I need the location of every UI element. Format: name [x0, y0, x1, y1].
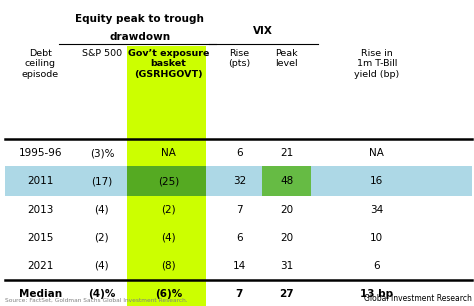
Text: 1995-96: 1995-96	[18, 148, 62, 158]
Text: 2021: 2021	[27, 261, 54, 271]
Text: Global Investment Research: Global Investment Research	[364, 294, 472, 303]
Text: (3)%: (3)%	[90, 148, 114, 158]
Bar	[5, 166, 472, 196]
Text: Debt
ceiling
episode: Debt ceiling episode	[22, 49, 59, 79]
Text: drawdown: drawdown	[109, 32, 170, 42]
Text: (8): (8)	[161, 261, 175, 271]
Bar	[127, 166, 206, 196]
Text: 14: 14	[233, 261, 246, 271]
Bar	[127, 46, 206, 306]
Text: (17): (17)	[91, 177, 112, 186]
Text: (25): (25)	[158, 177, 179, 186]
Text: 31: 31	[280, 261, 293, 271]
Text: 20: 20	[280, 205, 293, 215]
Text: VIX: VIX	[253, 26, 273, 36]
Bar	[262, 166, 311, 196]
Text: 10: 10	[370, 233, 383, 243]
Text: NA: NA	[161, 148, 176, 158]
Text: Rise
(pts): Rise (pts)	[228, 49, 250, 68]
Text: 6: 6	[236, 148, 243, 158]
Text: 2013: 2013	[27, 205, 54, 215]
Text: Source: FactSet, Goldman Sachs Global Investment Research.: Source: FactSet, Goldman Sachs Global In…	[5, 298, 187, 303]
Text: Peak
level: Peak level	[275, 49, 298, 68]
Text: (4): (4)	[95, 205, 109, 215]
Text: Equity peak to trough: Equity peak to trough	[75, 14, 204, 24]
Text: 21: 21	[280, 148, 293, 158]
Text: 2011: 2011	[27, 177, 54, 186]
Text: 6: 6	[236, 233, 243, 243]
Text: Gov’t exposure
basket
(GSRHGOVT): Gov’t exposure basket (GSRHGOVT)	[128, 49, 209, 79]
Text: 2015: 2015	[27, 233, 54, 243]
Text: (4): (4)	[95, 261, 109, 271]
Text: (2): (2)	[161, 205, 175, 215]
Text: NA: NA	[369, 148, 384, 158]
Text: 13 bp: 13 bp	[360, 289, 393, 299]
Text: S&P 500: S&P 500	[82, 49, 122, 58]
Text: 6: 6	[374, 261, 380, 271]
Text: 16: 16	[370, 177, 383, 186]
Text: (4)%: (4)%	[88, 289, 116, 299]
Text: Median: Median	[19, 289, 62, 299]
Text: Rise in
1m T-Bill
yield (bp): Rise in 1m T-Bill yield (bp)	[354, 49, 400, 79]
Text: 7: 7	[236, 289, 243, 299]
Text: (4): (4)	[161, 233, 175, 243]
Text: 7: 7	[236, 205, 243, 215]
Text: 48: 48	[280, 177, 293, 186]
Text: 20: 20	[280, 233, 293, 243]
Text: (2): (2)	[95, 233, 109, 243]
Text: (6)%: (6)%	[155, 289, 182, 299]
Text: 34: 34	[370, 205, 383, 215]
Text: 32: 32	[233, 177, 246, 186]
Text: 27: 27	[280, 289, 294, 299]
